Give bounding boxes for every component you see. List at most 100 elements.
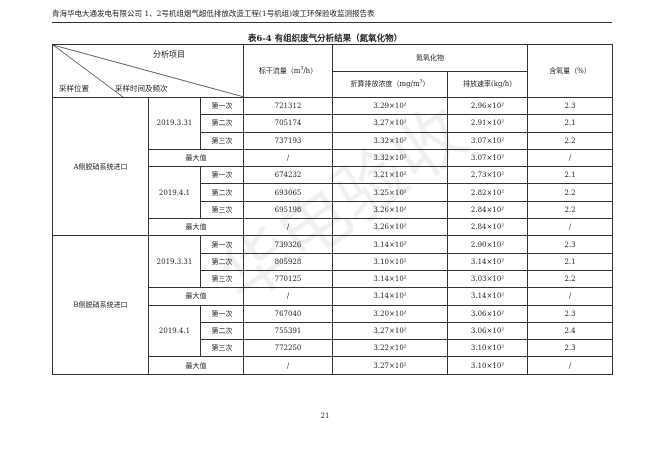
table-cell: 2.1: [527, 252, 614, 271]
table-row: A侧脱硝系统进口 2019.3.31 第一次 721312 3.29×10² 2.96×1…: [52, 96, 614, 237]
o2-header: 含氧量（%）: [527, 44, 614, 98]
table-cell: 3.25×10²: [332, 183, 449, 202]
date-cell: 2019.3.31: [148, 235, 201, 289]
table-row: 第二次 705174 3.27×10² 2.91×10² 2.1: [53, 114, 614, 133]
table-cell: 2.2: [527, 131, 614, 150]
table-cell: 第一次: [199, 96, 245, 116]
flow-header: 标干流量（m3/h）: [243, 44, 334, 98]
table-cell: 772250: [243, 339, 334, 358]
table-cell: 3.27×10²: [332, 356, 449, 375]
date-cell: 2019.4.1: [148, 166, 201, 220]
table-cell: 最大值: [147, 218, 245, 237]
table-cell: 3.14×10²: [332, 235, 449, 254]
table-cell: 第三次: [199, 339, 245, 358]
location-label: 采样位置: [59, 84, 89, 93]
table-cell: 第一次: [199, 235, 245, 254]
date-cell: 2019.3.31: [148, 97, 201, 150]
table-cell: 3.14×10²: [332, 287, 449, 306]
table-cell: 3.07×10²: [447, 131, 529, 150]
table-cell: 2.84×10²: [447, 218, 529, 237]
table-cell: 2.2: [527, 183, 614, 202]
table-cell: 3.14×10²: [447, 252, 529, 271]
table-cell: 最大值: [147, 356, 245, 375]
table-cell: /: [527, 287, 614, 306]
table-cell: 767040: [243, 304, 334, 323]
table-cell: 最大值: [147, 287, 245, 306]
table-cell: /: [243, 218, 334, 237]
table-cell: 3.22×10²: [332, 339, 449, 358]
diagonal-header-cell: 分析项目 采样位置 采样时间及频次: [51, 44, 245, 98]
location-cell: B侧脱硝系统进口: [52, 235, 149, 375]
max-row: 最大值/3.27×10² 3.10×10² /: [53, 356, 614, 375]
table-cell: 3.14×10²: [332, 269, 449, 289]
table-cell: 721312: [243, 96, 334, 116]
rate-header: 排放速率(kg/h): [447, 70, 529, 98]
table-cell: 第一次: [199, 166, 245, 185]
table-cell: 最大值: [147, 148, 245, 168]
table-cell: 3.10×10²: [447, 339, 529, 358]
table-cell: 第三次: [199, 200, 245, 220]
table-row: 第三次 695198 3.26×10² 2.84×10² 2.2: [53, 200, 614, 220]
table-cell: 2.3: [527, 339, 614, 358]
table-cell: /: [243, 287, 334, 306]
table-row: 2019.4.1 第一次 674232 3.21×10² 2.73×10² 2.1: [53, 166, 614, 220]
table-cell: 2.2: [527, 269, 614, 289]
table-cell: 2.1: [527, 166, 614, 185]
table-cell: 3.27×10²: [332, 321, 449, 341]
table-cell: 3.20×10²: [332, 304, 449, 323]
table-cell: 2.3: [527, 304, 614, 323]
table-cell: 第二次: [199, 183, 245, 202]
table-cell: 3.10×10²: [447, 356, 529, 375]
table-cell: 2.2: [527, 200, 614, 220]
table-cell: 第二次: [199, 252, 245, 271]
table-cell: /: [527, 148, 614, 168]
table-cell: 2.1: [527, 114, 614, 133]
table-cell: 3.06×10²: [447, 304, 529, 323]
table-cell: 3.32×10²: [332, 131, 449, 150]
table-cell: 3.14×10²: [447, 287, 529, 306]
table-row: 2019.4.1 第一次 767040 3.20×10² 3.06×10² 2.3: [53, 304, 614, 358]
table-cell: 2.96×10²: [447, 96, 529, 116]
table-cell: 3.10×10²: [332, 252, 449, 271]
header-rule: [52, 22, 612, 23]
table-cell: 739326: [243, 235, 334, 254]
table-cell: 693065: [243, 183, 334, 202]
table-row: 第三次 772250 3.22×10² 3.10×10² 2.3: [53, 339, 614, 358]
table-cell: 737193: [243, 131, 334, 150]
conc-header: 折算排放浓度（mg/m3）: [332, 70, 449, 98]
table-cell: 3.32×10²: [332, 148, 449, 168]
table-cell: /: [243, 356, 334, 375]
running-header: 青海华电大通发电有限公司 1、2号机组烟气超低排放改造工程(1号机组)竣工环保验…: [52, 9, 375, 18]
table-cell: 第一次: [199, 304, 245, 323]
nox-header: 氮氧化物: [332, 44, 529, 72]
table-row: B侧脱硝系统进口 2019.3.31 第一次 739326 3.14×10² 2.90×1…: [52, 235, 614, 375]
table-cell: 705174: [243, 114, 334, 133]
table-cell: 695198: [243, 200, 334, 220]
table-cell: 2.90×10²: [447, 235, 529, 254]
table-cell: 2.3: [527, 96, 614, 116]
table-row: 第二次 805928 3.10×10² 3.14×10² 2.1: [53, 252, 614, 271]
table-cell: 2.91×10²: [447, 114, 529, 133]
max-row: 最大值/3.26×10² 2.84×10² /: [53, 218, 614, 237]
table-cell: 第二次: [199, 321, 245, 341]
table-cell: 3.21×10²: [332, 166, 449, 185]
location-cell: A侧脱硝系统进口: [52, 96, 149, 237]
table-cell: 3.07×10²: [447, 148, 529, 168]
page-number: 21: [320, 412, 330, 420]
table-cell: 第三次: [199, 269, 245, 289]
table-cell: 第三次: [199, 131, 245, 150]
table-cell: 674232: [243, 166, 334, 185]
nox-results-table: 分析项目 采样位置 采样时间及频次 标干流量（m3/h） 氮氧化物 含氧量（%）…: [51, 44, 614, 375]
table-cell: 3.06×10²: [447, 321, 529, 341]
date-cell: 2019.4.1: [148, 304, 201, 358]
table-row: 第二次 755391 3.27×10² 3.06×10² 2.4: [53, 321, 614, 341]
table-cell: 3.27×10²: [332, 114, 449, 133]
max-row: 最大值/3.32×10² 3.07×10² /: [53, 148, 614, 168]
analysis-item-label: 分析项目: [153, 50, 185, 59]
table-cell: 2.84×10²: [447, 200, 529, 220]
table-cell: 3.26×10²: [332, 218, 449, 237]
time-freq-label: 采样时间及频次: [115, 84, 168, 93]
table-cell: /: [243, 148, 334, 168]
table-cell: 755391: [243, 321, 334, 341]
